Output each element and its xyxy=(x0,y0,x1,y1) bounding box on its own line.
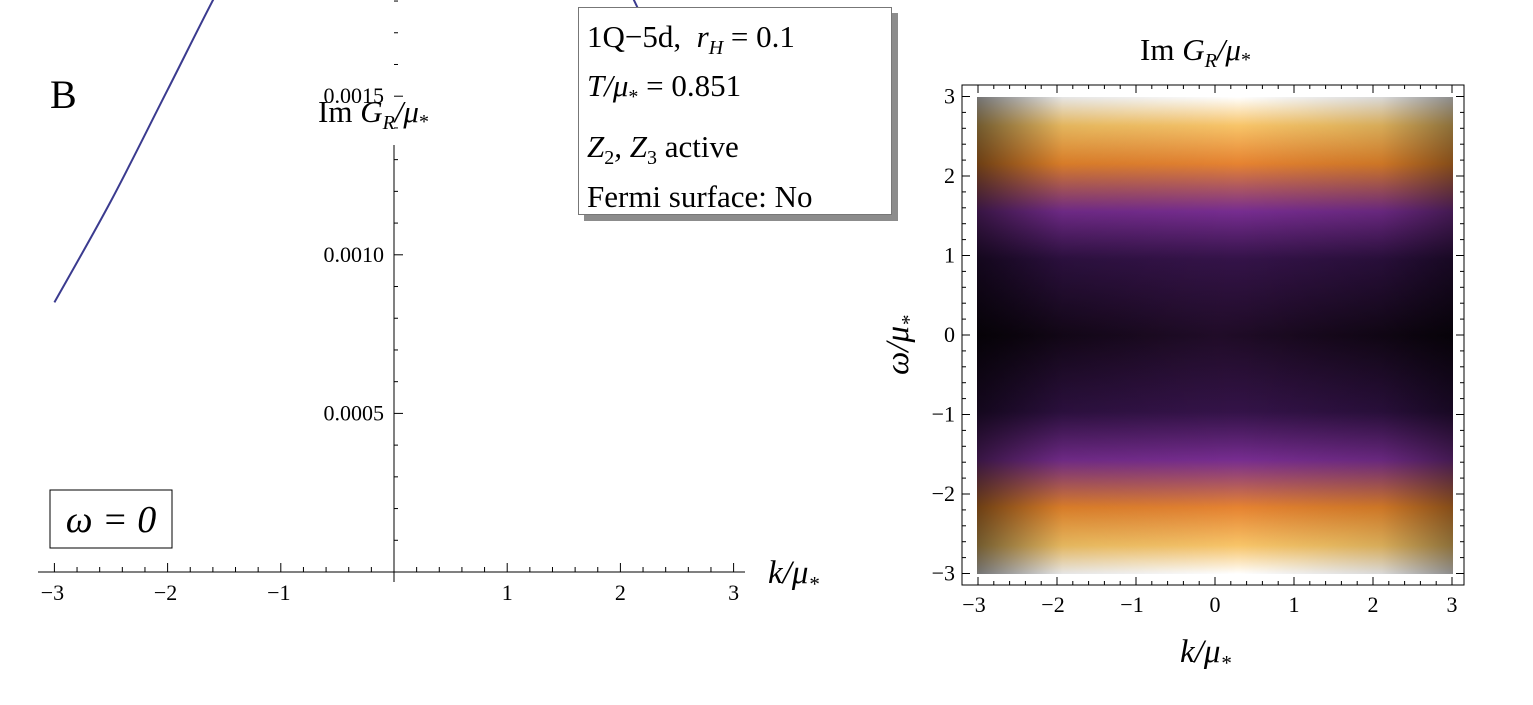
heatmap-title: Im GR/μ* xyxy=(1140,32,1251,72)
x-tick-label: 2 xyxy=(615,580,626,605)
parameter-legend-box: 1Q−5d, rH = 0.1 T/μ* = 0.851 Z2, Z3 acti… xyxy=(578,7,892,215)
x-tick-label: −1 xyxy=(267,580,290,605)
heatmap-y-tick-label: −1 xyxy=(932,402,955,427)
line-chart-x-label: k/μ* xyxy=(768,555,819,596)
heatmap-x-tick-label: −3 xyxy=(962,592,985,617)
heatmap-y-label: ω/μ* xyxy=(880,315,921,375)
heatmap-x-tick-label: 0 xyxy=(1210,592,1221,617)
heatmap-x-ticks: −3 −2 −1 0 1 2 3 xyxy=(962,85,1458,617)
x-tick-label: 3 xyxy=(728,580,739,605)
model-line: 1Q−5d, rH = 0.1 xyxy=(587,19,795,60)
line-series xyxy=(53,0,735,303)
line-chart-x-ticks: −3 −2 −1 1 2 3 xyxy=(41,563,739,605)
heatmap-y-tick-label: 2 xyxy=(944,163,955,188)
heatmap-y-tick-label: 0 xyxy=(944,322,955,347)
heatmap-y-tick-label: −3 xyxy=(932,561,955,586)
heatmap-chart: Im GR/μ* −3 −2 −1 0 1 2 3 −3 −2 −1 0 1 2 3 k/μ* ω/μ* xyxy=(880,32,1465,675)
y-tick-label: 0.0015 xyxy=(324,83,385,108)
panel-label: B xyxy=(50,72,77,117)
fermi-surface-line: Fermi surface: No xyxy=(587,178,813,214)
y-tick-label: 0.0010 xyxy=(324,242,385,267)
heatmap-y-ticks: −3 −2 −1 0 1 2 3 xyxy=(932,84,1464,586)
heatmap-x-tick-label: 3 xyxy=(1447,592,1458,617)
heatmap-x-label: k/μ* xyxy=(1180,634,1231,675)
heatmap-x-tick-label: −1 xyxy=(1120,592,1143,617)
heatmap-y-tick-label: 3 xyxy=(944,84,955,109)
x-tick-label: −3 xyxy=(41,580,64,605)
heatmap-x-tick-label: 2 xyxy=(1368,592,1379,617)
omega-annotation: ω = 0 xyxy=(66,499,156,541)
active-line: Z2, Z3 active xyxy=(587,129,739,170)
temperature-line: T/μ* = 0.851 xyxy=(587,68,742,109)
y-tick-label: 0.0005 xyxy=(324,400,385,425)
heatmap-side-shade xyxy=(977,97,1453,574)
line-chart-title: Im GR/μ* xyxy=(318,94,429,134)
heatmap-x-tick-label: 1 xyxy=(1289,592,1300,617)
heatmap-y-tick-label: 1 xyxy=(944,243,955,268)
omega-annotation-box xyxy=(49,489,173,549)
heatmap-y-tick-label: −2 xyxy=(932,481,955,506)
x-tick-label: 1 xyxy=(502,580,513,605)
x-tick-label: −2 xyxy=(154,580,177,605)
heatmap-x-tick-label: −2 xyxy=(1041,592,1064,617)
